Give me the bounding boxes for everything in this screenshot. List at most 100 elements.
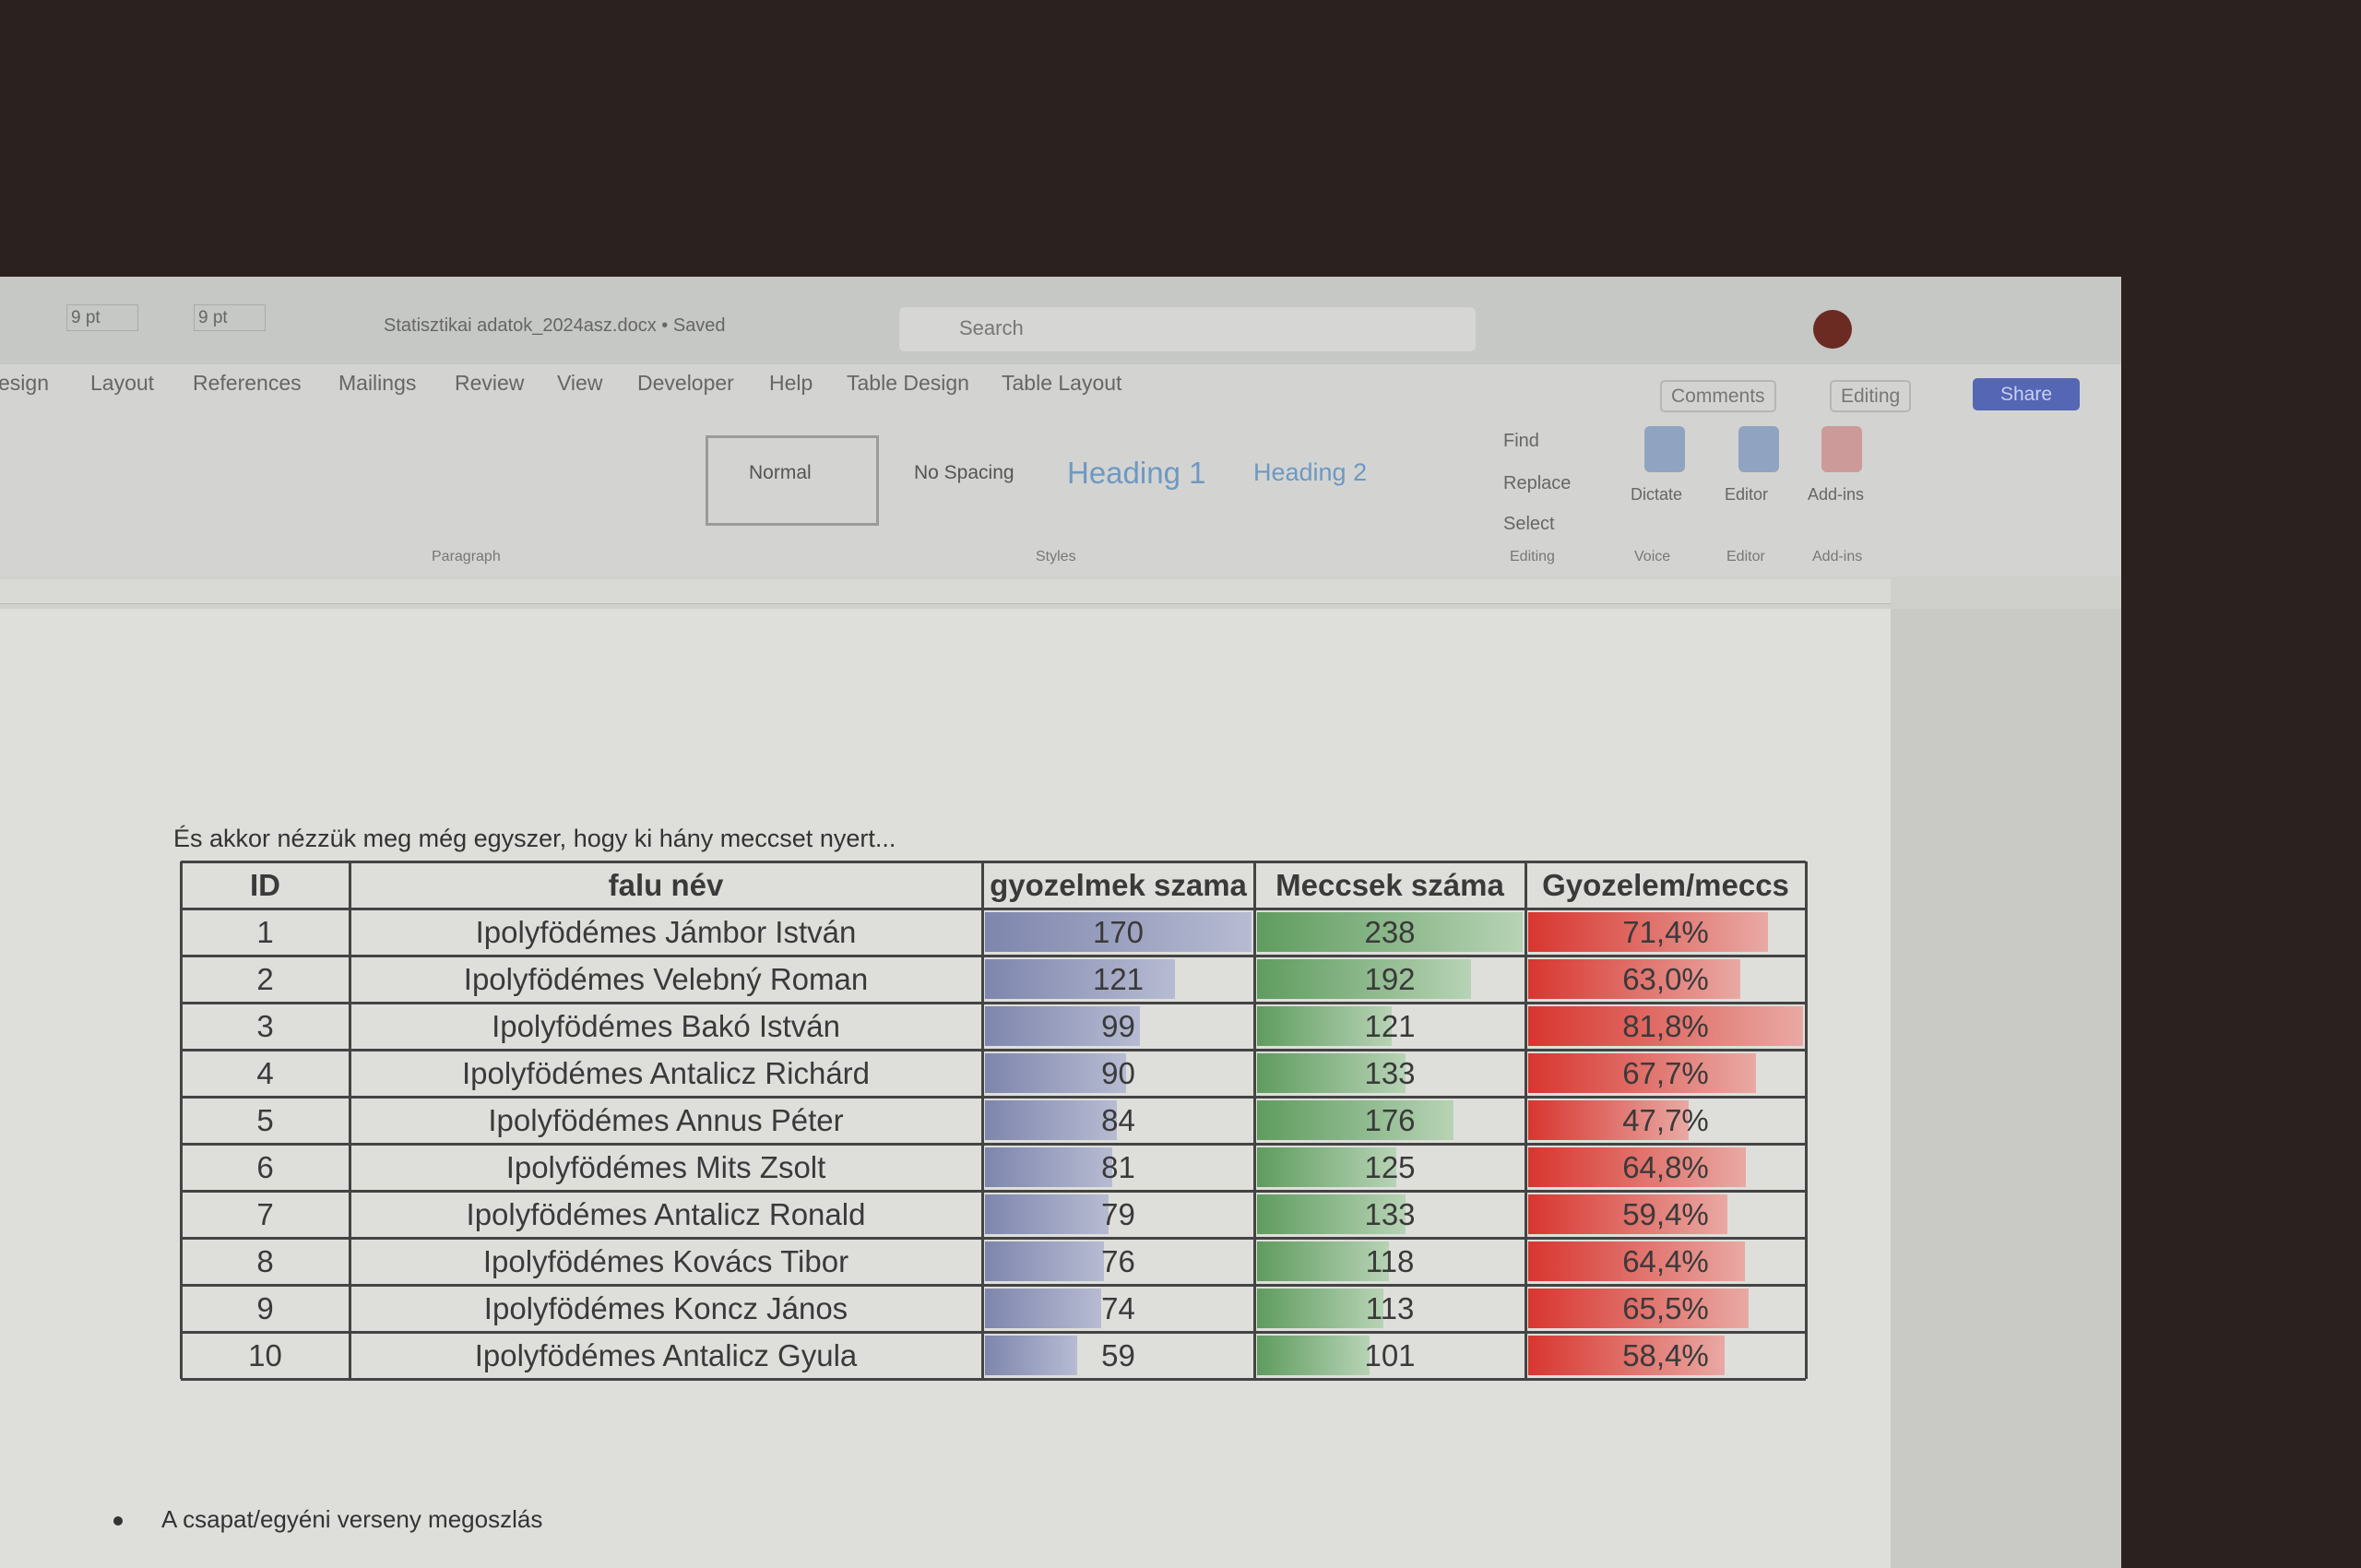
data-bar [1528, 1241, 1745, 1281]
tool-label[interactable]: Editor [1725, 485, 1769, 504]
table-cell: Ipolyfödémes Mits Zsolt [505, 1150, 826, 1184]
style-option[interactable]: Heading 2 [1253, 457, 1368, 486]
tool-label[interactable]: Add-ins [1808, 485, 1865, 504]
table-border [181, 1143, 1806, 1146]
tool-label[interactable]: Dictate [1631, 485, 1683, 504]
data-bar [1528, 1289, 1749, 1328]
table-cell: 58,4% [1622, 1338, 1709, 1372]
data-bar [985, 1194, 1109, 1234]
data-bar [985, 1289, 1101, 1328]
data-bar [1257, 1241, 1389, 1281]
share-button[interactable]: Share [1973, 378, 2081, 410]
table-cell: 10 [248, 1338, 282, 1372]
table-cell: 4 [256, 1056, 274, 1090]
tool-icon[interactable] [1738, 426, 1779, 472]
style-option[interactable]: No Spacing [914, 461, 1014, 483]
table-cell: 238 [1364, 915, 1416, 949]
group-label: Add-ins [1812, 549, 1863, 564]
table-border [181, 861, 1806, 863]
ribbon-tab[interactable]: References [193, 371, 302, 395]
table-header: gyozelmek szama [990, 868, 1247, 902]
ribbon-tab[interactable]: Table Design [847, 371, 969, 395]
table-cell: 3 [256, 1009, 274, 1043]
data-bar [985, 959, 1175, 999]
data-bar [985, 1147, 1112, 1187]
ribbon-tab[interactable]: Table Layout [1002, 371, 1122, 395]
table-cell: 65,5% [1622, 1291, 1709, 1325]
bullet-text: A csapat/egyéni verseny megoszlás [161, 1505, 543, 1533]
table-border [181, 1331, 1806, 1334]
table-border [181, 1096, 1806, 1099]
table-cell: 84 [1101, 1103, 1135, 1137]
data-bar [1257, 1289, 1383, 1328]
group-label: Editing [1510, 549, 1555, 564]
table-border [180, 861, 183, 1379]
table-border [181, 1378, 1806, 1381]
data-bar [1528, 1147, 1747, 1187]
ribbon-tab[interactable]: Layout [90, 371, 155, 395]
editing-button[interactable]: Editing [1830, 380, 1912, 412]
ruler [0, 579, 1891, 604]
data-bar [1257, 1147, 1397, 1187]
table-cell: Ipolyfödémes Antalicz Richárd [461, 1056, 871, 1090]
table-cell: 76 [1101, 1244, 1135, 1278]
avatar[interactable] [1813, 310, 1852, 349]
data-bar [985, 1006, 1141, 1046]
bullet-dot [113, 1516, 123, 1526]
table-cell: 99 [1101, 1009, 1135, 1043]
table-border [181, 1049, 1806, 1051]
table-border [181, 1190, 1806, 1193]
table-cell: 125 [1364, 1150, 1416, 1184]
table-header: Meccsek száma [1275, 868, 1504, 902]
data-bar [1528, 1194, 1728, 1234]
ribbon-tab[interactable]: esign [0, 371, 49, 395]
data-bar [1257, 912, 1523, 952]
table-cell: Ipolyfödémes Bakó István [492, 1009, 840, 1043]
table-cell: 79 [1101, 1197, 1135, 1231]
table-cell: 7 [256, 1197, 274, 1231]
table-cell: 59,4% [1622, 1197, 1709, 1231]
table-cell: 8 [256, 1244, 274, 1278]
ribbon-tab[interactable]: View [557, 371, 603, 395]
group-label: Voice [1634, 549, 1671, 564]
side-margin [1891, 609, 2121, 1568]
data-bar [985, 1100, 1117, 1140]
editing-command[interactable]: Replace [1503, 473, 1572, 493]
editing-command[interactable]: Select [1503, 514, 1555, 534]
ribbon-tab[interactable]: Developer [637, 371, 734, 395]
tool-icon[interactable] [1644, 426, 1685, 472]
table-header: falu név [608, 868, 724, 902]
table-border [181, 955, 1806, 957]
ribbon-tab[interactable]: Help [769, 371, 813, 395]
table-cell: 59 [1101, 1338, 1135, 1372]
tool-icon[interactable] [1821, 426, 1862, 472]
group-label: Styles [1036, 549, 1076, 564]
data-bar [1257, 1194, 1406, 1234]
table-cell: 170 [1092, 915, 1145, 949]
table-cell: Ipolyfödémes Velebný Roman [463, 962, 869, 996]
editing-command[interactable]: Find [1503, 431, 1539, 451]
font-size-box[interactable]: 9 pt [66, 304, 138, 331]
data-bar [1528, 1006, 1803, 1046]
table-cell: 9 [256, 1291, 274, 1325]
table-cell: Ipolyfödémes Antalicz Ronald [466, 1197, 866, 1231]
table-border [1805, 861, 1808, 1379]
table-cell: 118 [1365, 1244, 1415, 1278]
table-cell: 63,0% [1622, 962, 1709, 996]
search-text[interactable]: Search [959, 316, 1024, 339]
ribbon-tab[interactable]: Mailings [338, 371, 417, 395]
style-option[interactable]: Heading 1 [1067, 455, 1206, 490]
table-cell: 6 [256, 1150, 274, 1184]
table-cell: 1 [256, 915, 274, 949]
style-option[interactable]: Normal [749, 461, 812, 483]
font-size-box[interactable]: 9 pt [194, 304, 266, 331]
search-box[interactable] [899, 307, 1476, 351]
ribbon-tab[interactable]: Review [455, 371, 525, 395]
comments-button[interactable]: Comments [1660, 380, 1776, 412]
data-bar [985, 1336, 1078, 1375]
document-name: Statisztikai adatok_2024asz.docx • Saved [384, 315, 726, 336]
data-bar [1257, 1006, 1393, 1046]
data-bar [1257, 959, 1472, 999]
table-cell: 71,4% [1622, 915, 1709, 949]
